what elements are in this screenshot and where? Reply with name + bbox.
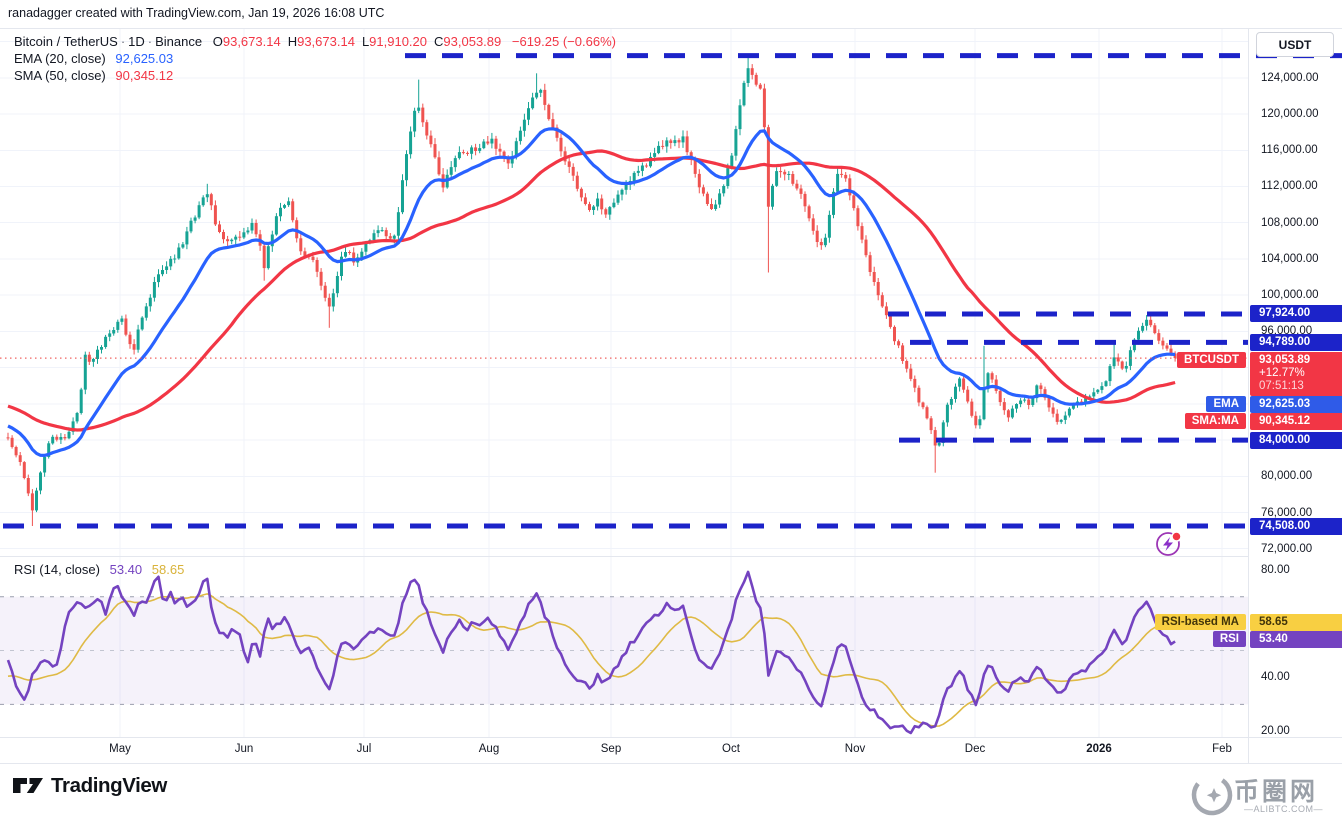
ema-legend-label: EMA (20, close)	[14, 51, 106, 66]
time-tick-label: May	[109, 743, 131, 755]
level-price-badge: 97,924.00	[1250, 305, 1342, 322]
ohlc-value: 93,053.89	[443, 34, 502, 49]
rsi-legend-value: 53.40	[109, 562, 143, 577]
symbol-change: −619.25 (−0.66%)	[511, 34, 616, 49]
sma-price-badge: 90,345.12	[1250, 413, 1342, 430]
symbol-price-value: 93,053.89	[1259, 354, 1311, 366]
ohlc-key: C	[434, 34, 444, 49]
ema-legend-value: 92,625.03	[115, 51, 174, 66]
pane-divider[interactable]	[0, 556, 1248, 557]
time-tick-label: Nov	[844, 743, 866, 755]
ema-tag: EMA	[1206, 396, 1246, 412]
symbol-title: Bitcoin / TetherUS	[14, 34, 118, 49]
header-divider	[0, 28, 1342, 29]
sma-legend-value: 90,345.12	[115, 68, 174, 83]
watermark-site-url: —ALIBTC.COM—	[1244, 804, 1324, 814]
price-tick-label: 116,000.00	[1261, 144, 1318, 156]
watermark-logo-icon	[1191, 774, 1233, 816]
ohlc-key: H	[287, 34, 298, 49]
ohlc-value: 91,910.20	[369, 34, 428, 49]
rsi-legend[interactable]: RSI (14, close) 53.40 58.65	[14, 562, 184, 577]
rsi-ma-line[interactable]	[7, 593, 1176, 728]
symbol-price-tag: BTCUSDT	[1177, 352, 1246, 368]
time-tick-label: Jul	[356, 743, 372, 755]
flash-idea-icon[interactable]	[1154, 529, 1186, 561]
symbol-legend[interactable]: Bitcoin / TetherUS · 1D · Binance O93,673.14…	[14, 34, 616, 49]
currency-button[interactable]: USDT	[1256, 32, 1334, 57]
rsi-ma-legend-value: 58.65	[151, 562, 185, 577]
ema-price-badge: 92,625.03	[1250, 396, 1342, 413]
ohlc-key: O	[212, 34, 223, 49]
symbol-change-pct: +12.77%	[1259, 367, 1305, 379]
level-price-badge: 74,508.00	[1250, 518, 1342, 535]
price-tick-label: 120,000.00	[1261, 108, 1319, 120]
rsi-badge: 53.40	[1250, 631, 1342, 648]
level-price-badge: 84,000.00	[1250, 432, 1342, 449]
candlestick-series	[6, 55, 1177, 526]
tradingview-logo[interactable]: TradingView	[12, 771, 167, 801]
time-tick-label: Dec	[964, 743, 986, 755]
rsi-legend-label: RSI (14, close)	[14, 562, 100, 577]
sma50-line[interactable]	[7, 149, 1176, 432]
time-tick-label: Feb	[1212, 743, 1232, 755]
level-price-badge: 94,789.00	[1250, 334, 1342, 351]
time-tick-label: 2026	[1086, 743, 1112, 755]
time-tick-label: Sep	[600, 743, 622, 755]
price-tick-label: 124,000.00	[1261, 72, 1319, 84]
price-axis-divider	[1248, 28, 1249, 763]
rsi-ma-badge: 58.65	[1250, 614, 1342, 631]
ema20-line[interactable]	[7, 127, 1176, 457]
ema-legend[interactable]: EMA (20, close) 92,625.03	[14, 51, 173, 66]
rsi-tick-label: 80.00	[1261, 564, 1290, 576]
time-tick-label: Aug	[478, 743, 500, 755]
rsi-tick-label: 20.00	[1261, 725, 1290, 737]
symbol-countdown: 07:51:13	[1259, 380, 1304, 392]
time-axis-divider	[0, 737, 1342, 738]
tradingview-logo-mark	[13, 778, 43, 793]
price-tick-label: 108,000.00	[1261, 217, 1319, 229]
credit-text: ranadagger created with TradingView.com,…	[8, 6, 385, 20]
sma-tag: SMA:MA	[1184, 413, 1246, 429]
symbol-exchange: Binance	[155, 34, 203, 49]
price-tick-label: 80,000.00	[1261, 470, 1313, 482]
time-tick-label: Oct	[722, 743, 740, 755]
price-tick-label: 104,000.00	[1261, 253, 1319, 265]
chart-bottom-divider	[0, 763, 1342, 764]
watermark-site-name: 币圈网	[1234, 778, 1319, 806]
time-tick-label: Jun	[234, 743, 254, 755]
ohlc-value: 93,673.14	[222, 34, 281, 49]
ohlc-key: L	[361, 34, 370, 49]
sma-legend-label: SMA (50, close)	[14, 68, 106, 83]
rsi-line[interactable]	[6, 570, 1176, 735]
sma-legend[interactable]: SMA (50, close) 90,345.12	[14, 68, 173, 83]
ohlc-values: O93,673.14 H93,673.14 L91,910.20 C93,053.89	[206, 34, 502, 49]
rsi-ma-tag: RSI-based MA	[1154, 614, 1246, 630]
price-tick-label: 100,000.00	[1261, 289, 1319, 301]
price-tick-label: 112,000.00	[1261, 180, 1318, 192]
symbol-price-badge: 93,053.89 +12.77% 07:51:13	[1250, 352, 1342, 396]
price-tick-label: 76,000.00	[1261, 507, 1313, 519]
tradingview-logo-text: TradingView	[51, 774, 167, 797]
rsi-tick-label: 40.00	[1261, 671, 1290, 683]
ohlc-value: 93,673.14	[297, 34, 355, 49]
price-tick-label: 72,000.00	[1261, 543, 1313, 555]
site-watermark: 币圈网 —ALIBTC.COM—	[1186, 768, 1336, 820]
symbol-timeframe: 1D	[128, 34, 145, 49]
grid-lines	[0, 28, 1248, 737]
rsi-tag: RSI	[1212, 631, 1246, 647]
